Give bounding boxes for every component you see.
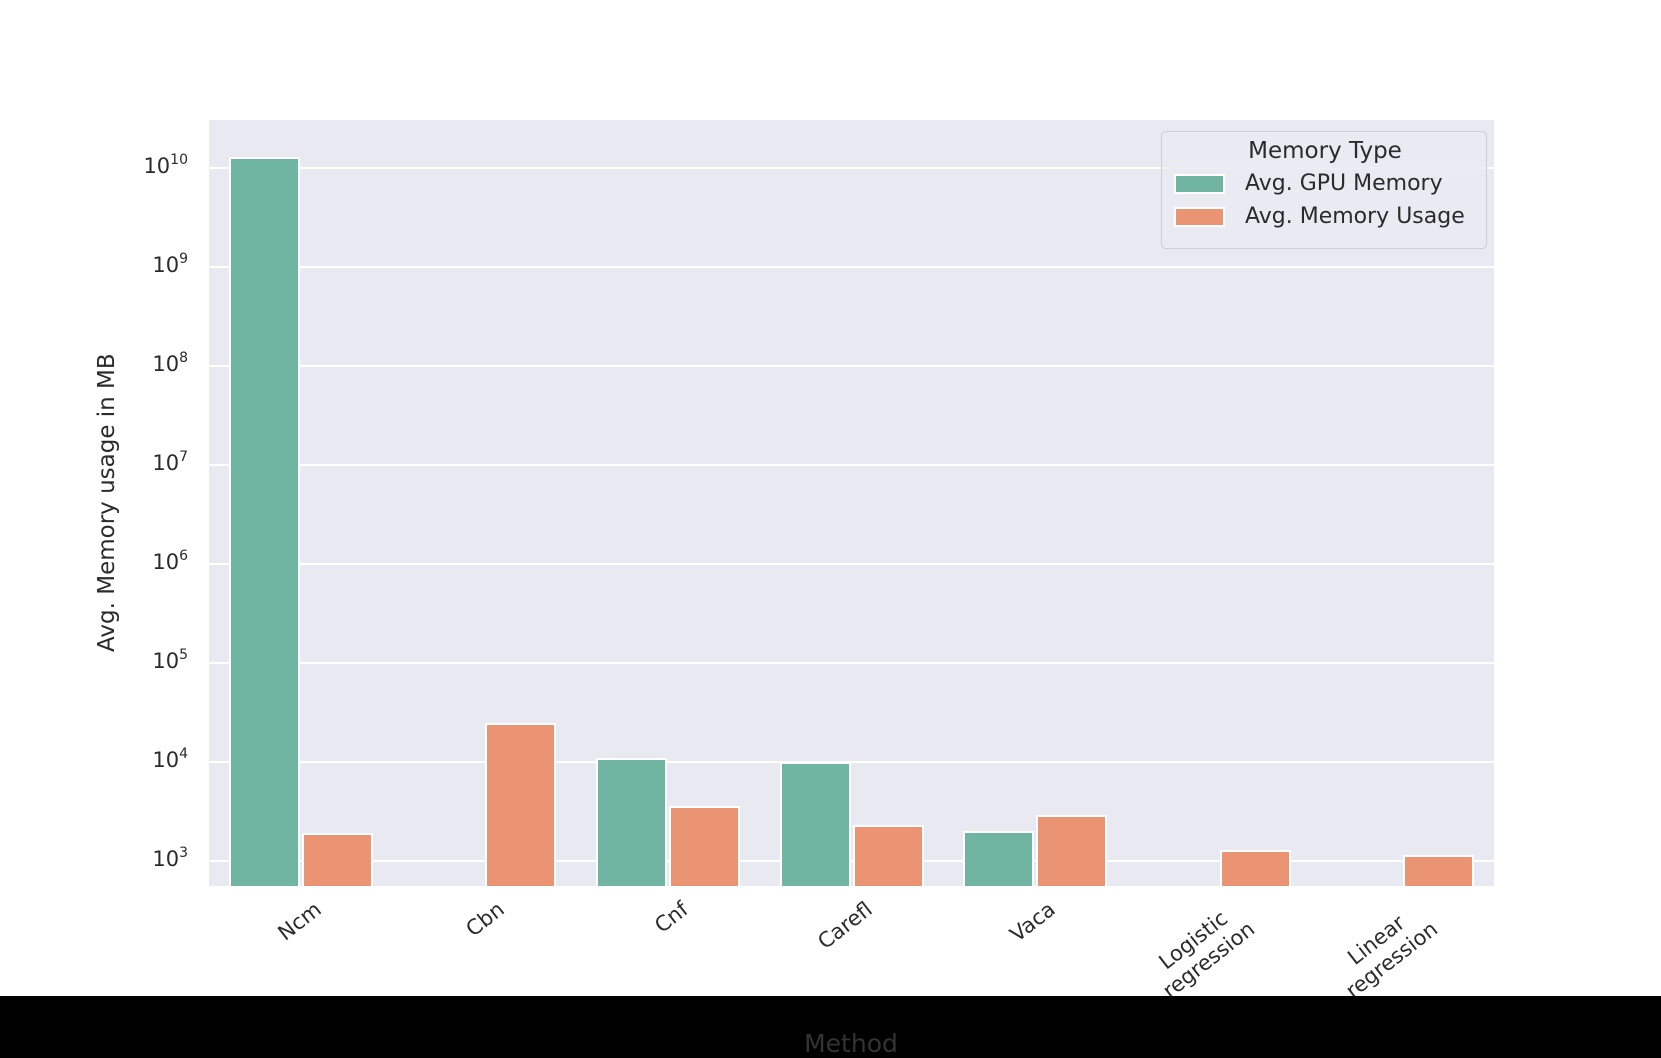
legend-swatch-icon — [1174, 173, 1225, 194]
gridline-10e4 — [209, 761, 1494, 763]
x-axis-label: Method — [804, 1029, 898, 1058]
y-tick-10e7: 107 — [152, 449, 188, 475]
legend-entries: Avg. GPU Memory Avg. Memory Usage — [1174, 171, 1476, 229]
y-tick-10e5: 105 — [152, 647, 188, 673]
bar-cnf-avg-memory-usage — [668, 805, 740, 886]
legend-entry-label: Avg. Memory Usage — [1245, 204, 1465, 229]
bottom-strip — [0, 996, 1661, 1058]
bar-cbn-avg-memory-usage — [485, 722, 557, 886]
gridline-10e6 — [209, 563, 1494, 565]
y-tick-10e10: 1010 — [143, 152, 188, 178]
gridline-10e9 — [209, 266, 1494, 268]
bar-vaca-avg-memory-usage — [1036, 815, 1108, 886]
y-tick-10e9: 109 — [152, 251, 188, 277]
bar-vaca-avg-gpu-memory — [963, 831, 1035, 886]
gridline-10e7 — [209, 464, 1494, 466]
bar-ncm-avg-gpu-memory — [228, 156, 300, 886]
y-tick-10e6: 106 — [152, 548, 188, 574]
figure-canvas: Avg. Memory usage in MB 103 104 105 106 107 1… — [0, 0, 1661, 1003]
bar-carefl-avg-memory-usage — [852, 825, 924, 886]
gridline-10e5 — [209, 662, 1494, 664]
gridline-10e3 — [209, 860, 1494, 862]
gridline-10e10 — [209, 167, 1494, 169]
y-tick-10e3: 103 — [152, 845, 188, 871]
gridline-10e8 — [209, 365, 1494, 367]
y-tick-10e8: 108 — [152, 350, 188, 376]
bar-ncm-avg-memory-usage — [301, 833, 373, 886]
bar-logistic-regression-avg-memory-usage — [1219, 849, 1291, 886]
legend: Memory Type Avg. GPU Memory Avg. Memory U… — [1161, 131, 1487, 249]
bar-cnf-avg-gpu-memory — [595, 757, 667, 886]
legend-row-avg-gpu-memory: Avg. GPU Memory — [1174, 171, 1476, 196]
bar-linear-regression-avg-memory-usage — [1403, 854, 1475, 886]
bar-carefl-avg-gpu-memory — [779, 762, 851, 886]
legend-entry-label: Avg. GPU Memory — [1245, 171, 1443, 196]
y-tick-10e4: 104 — [152, 746, 188, 772]
legend-swatch-icon — [1174, 206, 1225, 227]
legend-title: Memory Type — [1248, 138, 1402, 164]
legend-row-avg-memory-usage: Avg. Memory Usage — [1174, 204, 1476, 229]
